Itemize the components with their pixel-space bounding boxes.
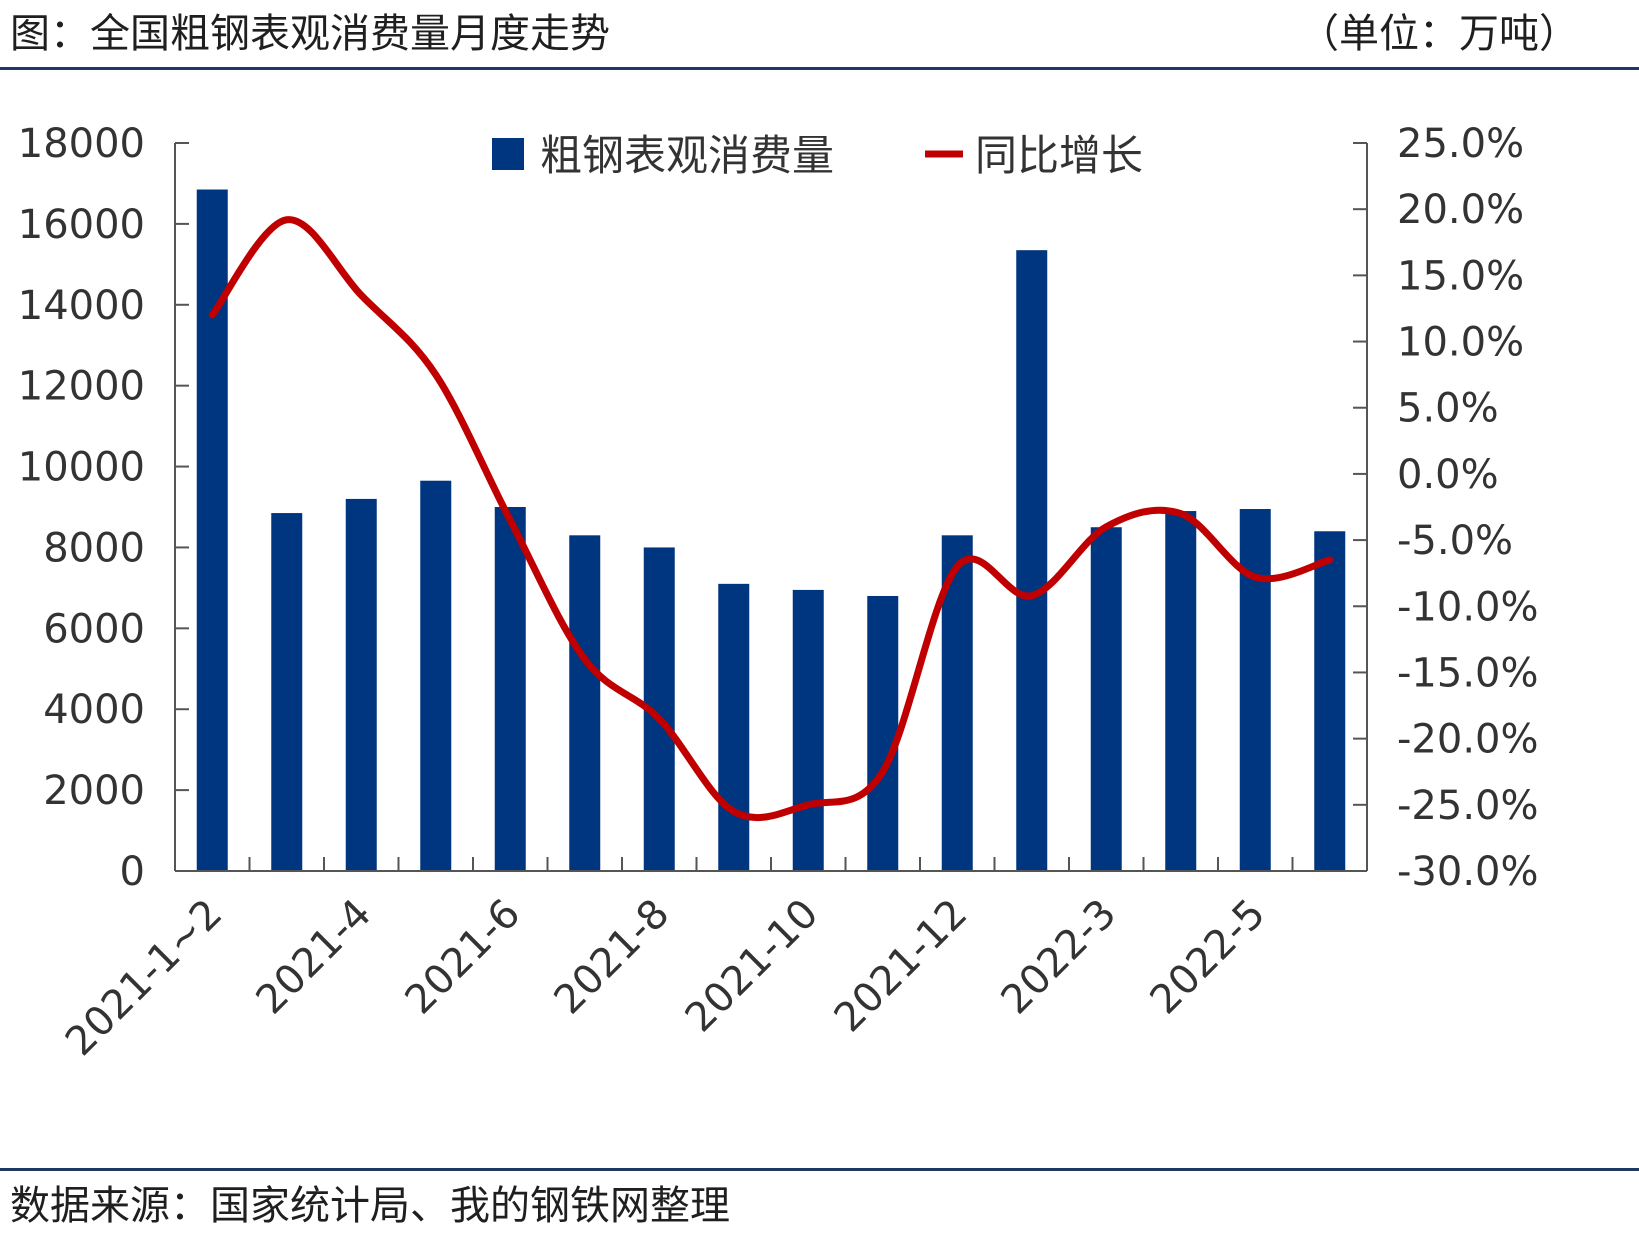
right-tick-label: 10.0%	[1397, 320, 1524, 366]
left-tick-label: 12000	[18, 364, 145, 410]
left-tick-label: 0	[120, 849, 145, 895]
unit-label: （单位：万吨）	[1299, 11, 1579, 57]
bar	[1239, 509, 1271, 871]
right-tick-label: -15.0%	[1397, 650, 1539, 696]
right-axis-labels: -30.0% -25.0% -20.0% -15.0% -10.0% -5.0% 0.0% 5…	[1397, 121, 1539, 895]
bar-series	[196, 189, 1346, 871]
x-axis-labels: 2021-1~2 2021-4 2021-6 2021-82021-102021-12…	[57, 891, 1274, 1065]
right-tick-label: 5.0%	[1397, 386, 1499, 432]
legend-bar-swatch	[492, 138, 524, 170]
top-divider	[0, 67, 1639, 70]
left-axis-labels: 0 2000 4000 6000 8000 10000 12000 14000 16000 180…	[18, 121, 145, 895]
bar	[1090, 527, 1122, 871]
bar	[792, 589, 824, 871]
bar	[718, 583, 750, 871]
left-tick-label: 10000	[18, 445, 145, 491]
axes	[174, 142, 1368, 872]
legend-bar-label: 粗钢表观消费量	[540, 131, 834, 180]
bar	[569, 535, 601, 871]
legend: 粗钢表观消费量 同比增长	[492, 131, 1143, 180]
right-tick-label: 20.0%	[1397, 187, 1524, 233]
right-tick-label: -20.0%	[1397, 717, 1539, 763]
right-tick-label: -5.0%	[1397, 518, 1513, 564]
chart: 0 2000 4000 6000 8000 10000 12000 14000 16000 180…	[18, 121, 1539, 1065]
x-tick-label: 2022-3	[993, 891, 1126, 1024]
x-tick-label: 2021-6	[397, 891, 530, 1024]
source-note: 数据来源：国家统计局、我的钢铁网整理	[10, 1183, 730, 1229]
x-tick-label: 2021-8	[546, 891, 679, 1024]
bar	[1016, 250, 1048, 871]
left-tick-label: 14000	[18, 283, 145, 329]
left-tick-label: 16000	[18, 202, 145, 248]
left-tick-label: 8000	[43, 525, 145, 571]
chart-title: 图：全国粗钢表观消费量月度走势	[10, 11, 610, 57]
x-tick-label: 2021-4	[248, 891, 381, 1024]
left-tick-label: 18000	[18, 121, 145, 167]
x-tick-label: 2021-12	[826, 891, 977, 1042]
bar	[867, 595, 899, 871]
x-tick-label: 2021-10	[677, 891, 828, 1042]
x-tick-label: 2022-5	[1142, 891, 1275, 1024]
growth-line	[208, 216, 1334, 822]
right-tick-label: -25.0%	[1397, 783, 1539, 829]
legend-line-label: 同比增长	[975, 131, 1143, 180]
left-tick-label: 4000	[43, 687, 145, 733]
bar	[271, 513, 303, 871]
bar	[1314, 531, 1346, 871]
right-tick-label: 25.0%	[1397, 121, 1524, 167]
bar	[420, 480, 452, 871]
right-tick-label: -30.0%	[1397, 849, 1539, 895]
x-tick-label: 2021-1~2	[57, 891, 231, 1065]
bar	[494, 507, 526, 871]
left-tick-label: 6000	[43, 606, 145, 652]
right-tick-label: 0.0%	[1397, 452, 1499, 498]
bar	[345, 498, 377, 871]
left-tick-label: 2000	[43, 768, 145, 814]
bar	[1165, 511, 1197, 871]
bottom-divider	[0, 1168, 1639, 1171]
right-tick-label: 15.0%	[1397, 253, 1524, 299]
right-tick-label: -10.0%	[1397, 584, 1539, 630]
